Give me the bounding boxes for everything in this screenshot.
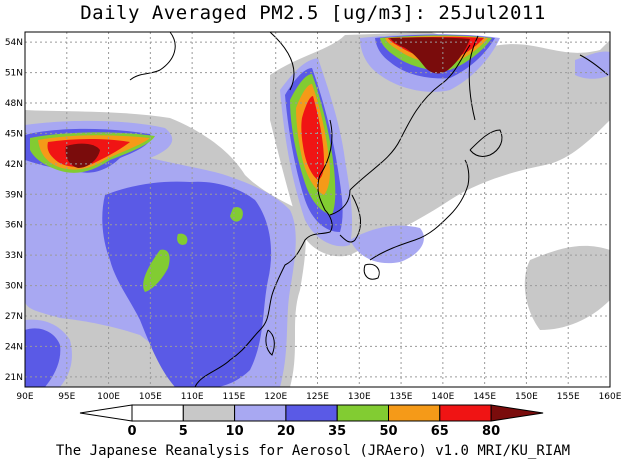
colorbar-tick-label: 5	[179, 424, 188, 439]
lat-tick-label: 51N	[5, 69, 23, 79]
colorbar-tick-label: 65	[431, 424, 449, 439]
lon-tick-label: 155E	[557, 392, 580, 402]
coastline-taiwan	[265, 329, 275, 356]
lon-tick-label: 90E	[16, 392, 33, 402]
lat-tick-label: 45N	[5, 129, 23, 139]
coastline-kamchatka	[579, 54, 609, 76]
pm25-zone-darkred	[65, 143, 100, 168]
lon-tick-label: 160E	[599, 392, 622, 402]
pm25-zone-lightblue	[350, 225, 424, 264]
pm25-zone-green	[143, 249, 170, 292]
colorbar-swatch	[285, 404, 338, 422]
lon-tick-label: 125E	[306, 392, 329, 402]
colorbar-tick-label: 35	[328, 424, 346, 439]
lat-tick-label: 30N	[5, 282, 23, 292]
lat-tick-label: 27N	[5, 312, 23, 322]
map-frame	[24, 31, 611, 388]
colorbar-swatch	[388, 404, 441, 422]
colorbar-arrow-low	[79, 404, 133, 422]
lon-tick-label: 100E	[97, 392, 120, 402]
pm25-zone-blue	[102, 181, 272, 387]
lon-tick-label: 105E	[139, 392, 162, 402]
lat-tick-label: 42N	[5, 160, 23, 170]
lon-tick-label: 110E	[181, 392, 204, 402]
colorbar: 0 5 10 20 35 50 65 80	[79, 404, 544, 439]
pm25-zone-blue	[25, 328, 61, 387]
lon-tick-label: 135E	[390, 392, 413, 402]
coastline-korea	[329, 189, 362, 243]
footer-credit: The Japanese Reanalysis for Aerosol (JRA…	[55, 443, 571, 459]
lon-tick-label: 145E	[473, 392, 496, 402]
pm25-zone-darkred	[390, 37, 470, 74]
coastline-japan-hokkaido	[469, 129, 503, 157]
pm25-zone-green	[177, 233, 188, 245]
lat-tick-label: 48N	[5, 99, 23, 109]
lon-tick-label: 150E	[515, 392, 538, 402]
pm25-zone-lightblue	[575, 51, 610, 79]
coastline-russia	[349, 44, 471, 191]
pm25-zone-red	[301, 96, 324, 180]
lat-tick-label: 39N	[5, 190, 23, 200]
grid-lines	[25, 32, 610, 387]
pm25-zone-gray	[524, 245, 610, 330]
colorbar-tick-label: 0	[127, 424, 136, 439]
lon-tick-label: 115E	[222, 392, 245, 402]
lat-tick-label: 33N	[5, 251, 23, 261]
lat-tick-label: 24N	[5, 342, 23, 352]
colorbar-swatch	[131, 404, 184, 422]
colorbar-tick-label: 80	[482, 424, 500, 439]
colorbar-swatch	[182, 404, 236, 422]
coastline-japan-honshu	[369, 159, 470, 261]
lon-tick-label: 140E	[431, 392, 454, 402]
pm25-zone-green	[230, 207, 243, 222]
colorbar-swatch	[439, 404, 492, 422]
lon-tick-labels: 90E 95E 100E 105E 110E 115E 120E 125E 130E 135E 14…	[16, 392, 621, 402]
colorbar-tick-label: 20	[277, 424, 295, 439]
coastline-kyushu	[363, 263, 380, 280]
lat-tick-label: 54N	[5, 38, 23, 48]
lon-tick-label: 120E	[264, 392, 287, 402]
lat-tick-label: 21N	[5, 373, 23, 383]
lon-tick-label: 95E	[58, 392, 75, 402]
colorbar-swatch	[234, 404, 287, 422]
colorbar-tick-label: 50	[379, 424, 397, 439]
colorbar-arrow-high	[490, 404, 544, 422]
lat-tick-label: 36N	[5, 221, 23, 231]
colorbar-tick-label: 10	[226, 424, 244, 439]
lat-tick-labels: 21N 24N 27N 30N 33N 36N 39N 42N 45N 48N 51N 54N	[5, 38, 23, 383]
lon-tick-label: 130E	[348, 392, 371, 402]
pm25-fill-layer	[25, 32, 610, 387]
map-title: Daily Averaged PM2.5 [ug/m3]: 25Jul2011	[80, 2, 546, 24]
colorbar-swatch	[336, 404, 390, 422]
